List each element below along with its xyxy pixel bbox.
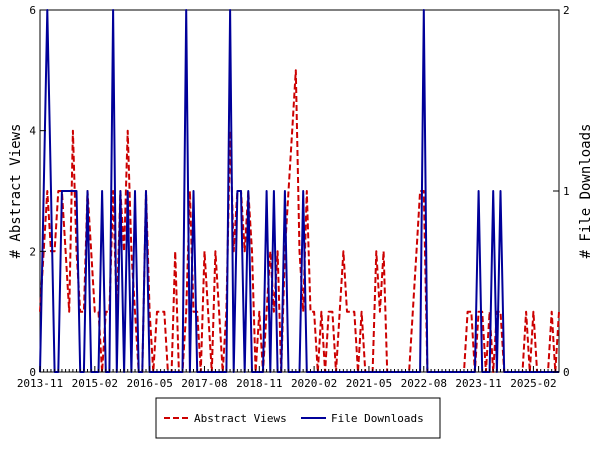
y-left-tick-label: 4 xyxy=(29,125,36,138)
x-tick-label: 2020-02 xyxy=(291,377,337,390)
x-tick-label: 2018-11 xyxy=(236,377,282,390)
x-tick-label: 2025-02 xyxy=(510,377,556,390)
legend-label-file-downloads: File Downloads xyxy=(331,412,424,425)
y-axis-right-title: # File Downloads xyxy=(578,124,594,259)
legend-box xyxy=(155,397,441,439)
legend: Abstract Views File Downloads xyxy=(155,397,441,439)
x-tick-label: 2015-02 xyxy=(72,377,118,390)
x-tick-label: 2016-05 xyxy=(126,377,172,390)
y-right-tick-label: 1 xyxy=(563,185,570,198)
x-tick-label: 2023-11 xyxy=(455,377,501,390)
x-tick-label: 2013-11 xyxy=(17,377,63,390)
axis-layer: 2013-11 2015-02 2016-05 2017-08 2018-11 2020-… xyxy=(17,4,570,390)
series-line-abstract-views xyxy=(39,69,560,373)
y-right-tick-label: 0 xyxy=(563,366,570,379)
legend-label-abstract-views: Abstract Views xyxy=(194,412,287,425)
y-right-tick-label: 2 xyxy=(563,4,570,17)
x-tick-label: 2017-08 xyxy=(181,377,227,390)
y-axis-left-title: # Abstract Views xyxy=(8,124,24,259)
x-tick-label: 2022-08 xyxy=(401,377,447,390)
y-left-tick-label: 2 xyxy=(29,245,36,258)
x-tick-label: 2021-05 xyxy=(346,377,392,390)
y-left-tick-label: 6 xyxy=(29,4,36,17)
y-left-tick-label: 0 xyxy=(29,366,36,379)
